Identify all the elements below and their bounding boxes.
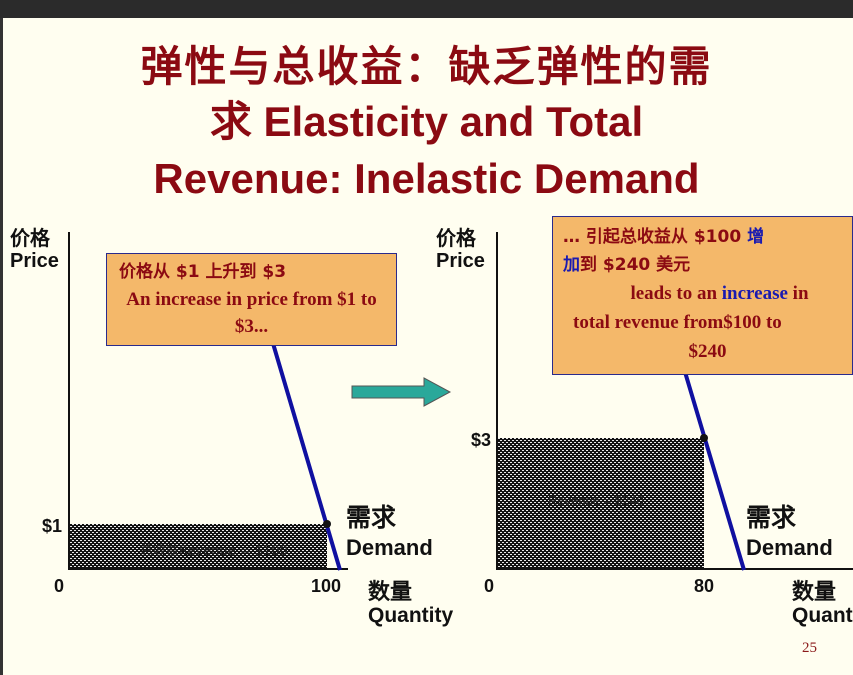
right-y-axis-label-zh: 价格 (436, 226, 476, 250)
right-callout-zh-line2: 加到 $240 美元 (563, 252, 852, 279)
right-callout-en-a: leads to an (630, 283, 722, 304)
title-line-3: Revenue: Inelastic Demand (153, 155, 700, 202)
left-edge (0, 18, 3, 675)
right-revenue-label: Revenue = $240 (548, 493, 644, 508)
right-x-axis-label-en: Quanti (792, 604, 853, 627)
left-callout-zh: 价格从 $1 上升到 $3 (119, 262, 287, 282)
right-revenue-area (497, 438, 704, 568)
right-callout-en-line2: total revenue from$100 to (573, 312, 782, 333)
right-demand-label-en: Demand (746, 535, 833, 560)
right-callout-zh-d: 到 $240 美元 (580, 255, 691, 275)
transition-arrow (351, 377, 452, 407)
slide-number: 25 (802, 640, 817, 656)
right-callout-en-line3: $240 (688, 341, 727, 362)
right-callout-zh-a: … 引起总收益从 $100 (563, 227, 748, 247)
left-x-axis-label-en: Quantity (368, 604, 454, 627)
left-revenue-label: 总收益Revenue = $100 (140, 544, 288, 559)
right-point (700, 434, 708, 442)
top-bar (0, 0, 853, 18)
title-line-1: 弹性与总收益：缺乏弹性的需 (140, 42, 713, 91)
right-x-axis-label-zh: 数量 (792, 580, 837, 605)
right-origin: 0 (484, 576, 495, 596)
right-demand-label-zh: 需求 (746, 503, 797, 532)
left-x-axis-label-zh: 数量 (368, 580, 413, 605)
right-quantity-tick: 80 (694, 576, 715, 596)
right-callout-zh-c: 加 (563, 255, 580, 275)
left-demand-label-en: Demand (346, 535, 433, 560)
left-y-axis-label-zh: 价格 (10, 226, 50, 250)
left-callout: 价格从 $1 上升到 $3 An increase in price from … (106, 253, 397, 346)
right-callout-en-line1: leads to an increase in (563, 279, 852, 308)
left-revenue-area (69, 524, 327, 568)
right-y-axis-label-en: Price (436, 250, 485, 272)
right-callout-zh-b: 增 (747, 227, 765, 247)
right-callout-en-c: in (787, 283, 809, 304)
left-quantity-tick: 100 (311, 576, 342, 596)
slide-title: 弹性与总收益：缺乏弹性的需 求 Elasticity and Total Rev… (0, 40, 853, 208)
left-price-tick: $1 (42, 516, 63, 536)
right-callout: … 引起总收益从 $100 增 加到 $240 美元 leads to an i… (552, 216, 853, 375)
left-point (323, 520, 331, 528)
left-callout-en: An increase in price from $1 to $3... (126, 289, 377, 337)
left-demand-label-zh: 需求 (346, 503, 397, 532)
right-price-tick: $3 (471, 430, 492, 450)
right-callout-zh-line1: … 引起总收益从 $100 增 (563, 223, 852, 252)
left-demand-line (270, 339, 342, 571)
right-demand-line (683, 371, 746, 571)
left-origin: 0 (54, 576, 65, 596)
right-callout-en-b: increase (721, 283, 788, 304)
title-line-2: 求 Elasticity and Total (209, 98, 644, 145)
left-y-axis-label-en: Price (10, 250, 59, 272)
